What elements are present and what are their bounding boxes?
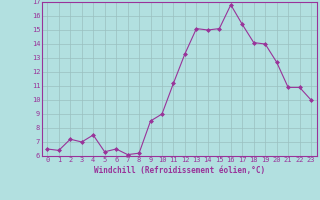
X-axis label: Windchill (Refroidissement éolien,°C): Windchill (Refroidissement éolien,°C) [94,166,265,175]
